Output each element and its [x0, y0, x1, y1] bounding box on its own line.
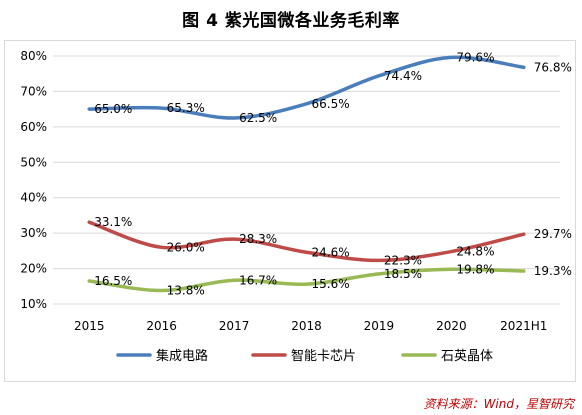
data-label: 13.8% [167, 284, 205, 298]
y-tick-label: 50% [20, 155, 47, 169]
data-label: 19.3% [534, 264, 572, 278]
data-label: 18.5% [384, 267, 422, 281]
legend-label: 智能卡芯片 [291, 349, 356, 364]
data-label: 74.4% [384, 69, 422, 83]
data-label: 16.7% [239, 273, 277, 287]
data-label: 24.6% [312, 245, 350, 259]
y-tick-label: 40% [20, 191, 47, 205]
data-label: 15.6% [312, 277, 350, 291]
y-tick-label: 10% [20, 297, 47, 311]
data-label: 76.8% [534, 60, 572, 74]
data-label: 65.3% [167, 101, 205, 115]
x-tick-label: 2019 [364, 319, 395, 333]
legend-label: 集成电路 [156, 348, 208, 364]
data-label: 65.0% [94, 102, 132, 116]
data-label: 19.8% [456, 262, 494, 276]
data-label: 22.3% [384, 253, 422, 267]
data-label: 29.7% [534, 227, 572, 241]
y-tick-label: 70% [20, 84, 47, 98]
data-label: 33.1% [94, 215, 132, 229]
data-label: 79.6% [456, 50, 494, 64]
data-label: 16.5% [94, 274, 132, 288]
x-tick-label: 2020 [436, 319, 467, 333]
data-label: 62.5% [239, 111, 277, 125]
y-tick-label: 20% [20, 262, 47, 276]
data-label: 26.0% [167, 240, 205, 254]
data-label: 24.8% [456, 245, 494, 259]
data-label: 66.5% [312, 97, 350, 111]
x-tick-label: 2021H1 [500, 319, 547, 333]
x-tick-label: 2015 [74, 319, 105, 333]
chart-title: 图 4 紫光国微各业务毛利率 [182, 11, 400, 31]
x-tick-label: 2018 [291, 319, 322, 333]
y-tick-label: 60% [20, 120, 47, 134]
series-line-2 [87, 220, 526, 263]
series-line-3 [87, 267, 526, 293]
y-tick-label: 30% [20, 226, 47, 240]
x-tick-label: 2017 [219, 319, 250, 333]
source-note: 资料来源：Wind，星智研究 [423, 397, 574, 411]
legend-label: 石英晶体 [441, 349, 493, 364]
chart-frame [4, 40, 576, 382]
series-line-1 [87, 55, 526, 120]
y-tick-label: 80% [20, 49, 47, 63]
x-tick-label: 2016 [146, 319, 177, 333]
data-label: 28.3% [239, 232, 277, 246]
